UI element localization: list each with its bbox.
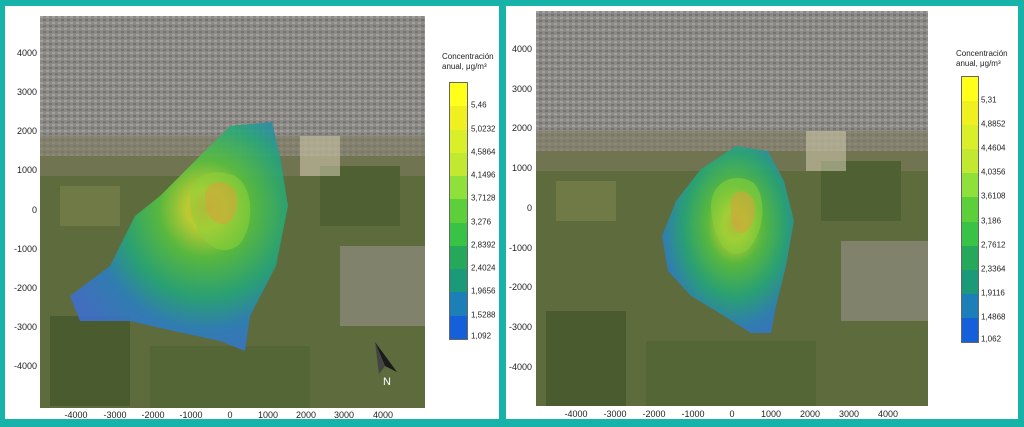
legend-value-label: 2,3364 <box>981 264 1006 274</box>
color-scale-swatch <box>450 129 467 153</box>
x-tick-label: 3000 <box>838 409 860 419</box>
legend-title: Concentración anual, μg/m³ <box>442 52 494 72</box>
right-map-panel: 4000 3000 2000 1000 0 -1000 -2000 -3000 … <box>506 6 1018 419</box>
satellite-map <box>536 11 928 406</box>
dispersion-map-image <box>536 11 928 406</box>
y-tick-label: 0 <box>526 203 532 213</box>
north-label: N <box>383 376 391 388</box>
y-tick-label: -2000 <box>508 282 532 292</box>
color-scale-swatch <box>962 77 978 102</box>
legend-value-label: 3,276 <box>471 217 492 227</box>
y-tick-label: -1000 <box>508 243 532 253</box>
y-tick-label: -4000 <box>508 362 532 372</box>
y-tick-label: 1000 <box>511 163 532 173</box>
x-tick-label: -1000 <box>179 410 203 420</box>
legend-value-label: 4,5864 <box>471 147 496 157</box>
y-tick-label: 0 <box>31 205 37 215</box>
color-scale-swatch <box>962 173 978 198</box>
legend-value-label: 2,8392 <box>471 240 496 250</box>
color-scale-swatch <box>450 245 467 270</box>
y-tick-label: -1000 <box>13 244 37 254</box>
color-scale-swatch <box>962 221 978 246</box>
y-tick-label: -3000 <box>508 322 532 332</box>
north-arrow-icon: N <box>375 342 397 388</box>
legend-value-label: 4,4604 <box>981 143 1006 153</box>
color-scale-swatch <box>962 269 978 294</box>
x-tick-label: -3000 <box>103 410 127 420</box>
color-scale-swatch <box>450 199 467 223</box>
satellite-map <box>40 16 425 408</box>
legend-value-label: 1,9116 <box>981 288 1005 298</box>
legend-value-label: 2,4024 <box>471 263 496 273</box>
dispersion-map-image <box>40 16 425 408</box>
legend-value-label: 3,7128 <box>471 193 496 203</box>
legend-value-label: 3,6108 <box>981 191 1006 201</box>
x-tick-label: 4000 <box>877 409 899 419</box>
x-tick-label: 3000 <box>333 410 355 420</box>
color-scale-swatch <box>450 269 467 293</box>
legend-value-label: 4,0356 <box>981 167 1006 177</box>
y-tick-label: -3000 <box>13 322 37 332</box>
color-scale-swatch <box>450 152 467 177</box>
x-tick-label: 0 <box>227 410 233 420</box>
legend-title-line: Concentración <box>442 52 494 61</box>
x-tick-label: -4000 <box>64 410 88 420</box>
color-scale-swatch <box>450 176 467 200</box>
color-scale-swatch <box>962 149 978 174</box>
legend-value-label: 1,062 <box>981 334 1002 344</box>
color-scale-swatch <box>962 125 978 150</box>
color-scale-swatch <box>450 222 467 246</box>
x-tick-label: 1000 <box>760 409 782 419</box>
x-tick-label: 4000 <box>372 410 394 420</box>
legend-value-label: 3,186 <box>981 216 1002 226</box>
x-tick-label: -2000 <box>141 410 165 420</box>
x-tick-label: 1000 <box>257 410 279 420</box>
color-scale-swatch <box>450 292 467 316</box>
y-tick-label: 3000 <box>511 84 532 94</box>
color-scale-bar <box>449 82 468 340</box>
color-scale-swatch <box>962 197 978 222</box>
legend-value-label: 5,46 <box>471 100 487 110</box>
color-scale-swatch <box>450 106 467 130</box>
x-tick-label: 2000 <box>295 410 317 420</box>
x-tick-label: -3000 <box>603 409 627 419</box>
x-tick-label: 2000 <box>799 409 821 419</box>
y-tick-label: 1000 <box>16 165 37 175</box>
color-scale-swatch <box>962 293 978 318</box>
legend-value-label: 1,4868 <box>981 312 1006 322</box>
color-scale-bar <box>961 76 979 343</box>
legend-value-label: 1,092 <box>471 331 492 341</box>
legend-value-label: 4,1496 <box>471 170 496 180</box>
legend-value-label: 5,0232 <box>471 124 496 134</box>
color-scale-swatch <box>450 315 467 339</box>
x-tick-label: 0 <box>729 409 735 419</box>
y-tick-label: 4000 <box>16 48 37 58</box>
legend-title-line: anual, μg/m³ <box>956 59 1001 68</box>
x-tick-label: -1000 <box>681 409 705 419</box>
color-scale-swatch <box>962 101 978 126</box>
x-tick-label: -2000 <box>642 409 666 419</box>
legend-value-label: 1,9656 <box>471 286 496 296</box>
legend-value-label: 4,8852 <box>981 119 1006 129</box>
color-scale-swatch <box>450 83 467 107</box>
y-tick-label: 4000 <box>511 44 532 54</box>
legend-value-label: 5,31 <box>981 95 997 105</box>
color-scale-swatch <box>962 317 978 343</box>
left-map-panel: 4000 3000 2000 1000 0 -1000 -2000 -3000 … <box>5 6 499 420</box>
y-tick-label: -2000 <box>13 283 37 293</box>
y-tick-label: 3000 <box>16 87 37 97</box>
y-tick-label: 2000 <box>511 123 532 133</box>
legend-title: Concentración anual, μg/m³ <box>956 49 1008 69</box>
color-scale-swatch <box>962 245 978 270</box>
legend-value-label: 2,7612 <box>981 240 1006 250</box>
legend-title-line: Concentración <box>956 49 1008 58</box>
x-tick-label: -4000 <box>564 409 588 419</box>
y-tick-label: 2000 <box>16 126 37 136</box>
legend-title-line: anual, μg/m³ <box>442 62 487 71</box>
legend-value-label: 1,5288 <box>471 310 496 320</box>
y-tick-label: -4000 <box>13 361 37 371</box>
